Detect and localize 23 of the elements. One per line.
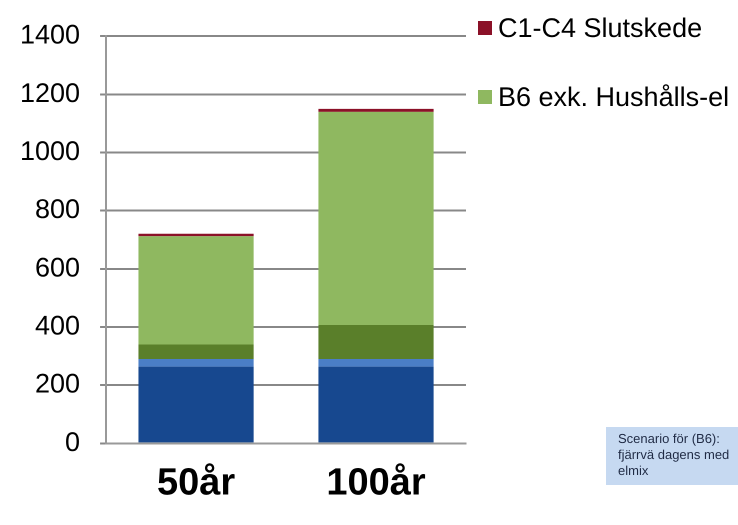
y-tick-label: 0 <box>65 426 80 457</box>
bar <box>138 344 254 360</box>
legend-label: B6 exk. Hushålls-el <box>498 81 730 114</box>
x-tick-label: 100år <box>326 462 426 504</box>
y-tick-label: 400 <box>35 310 80 341</box>
bar <box>138 366 254 442</box>
bar <box>318 366 434 442</box>
text: Scenario för (B6): fjärrvä dagens med elmix <box>606 427 738 485</box>
y-tick-label: 1400 <box>20 20 80 50</box>
bar <box>318 112 434 326</box>
bar <box>318 325 434 360</box>
legend-label: C1-C4 Slutskede <box>498 12 702 45</box>
bar <box>318 359 434 367</box>
y-tick-label: 200 <box>35 368 80 399</box>
y-tick-label: 1000 <box>20 136 80 166</box>
x-tick-label: 50år <box>156 462 236 504</box>
bar <box>138 236 254 345</box>
y-tick-label: 1200 <box>20 78 80 108</box>
bar <box>318 108 434 112</box>
bar <box>138 359 254 367</box>
y-tick-label: 800 <box>35 194 80 224</box>
y-tick-label: 600 <box>35 252 80 282</box>
bar <box>138 234 254 236</box>
